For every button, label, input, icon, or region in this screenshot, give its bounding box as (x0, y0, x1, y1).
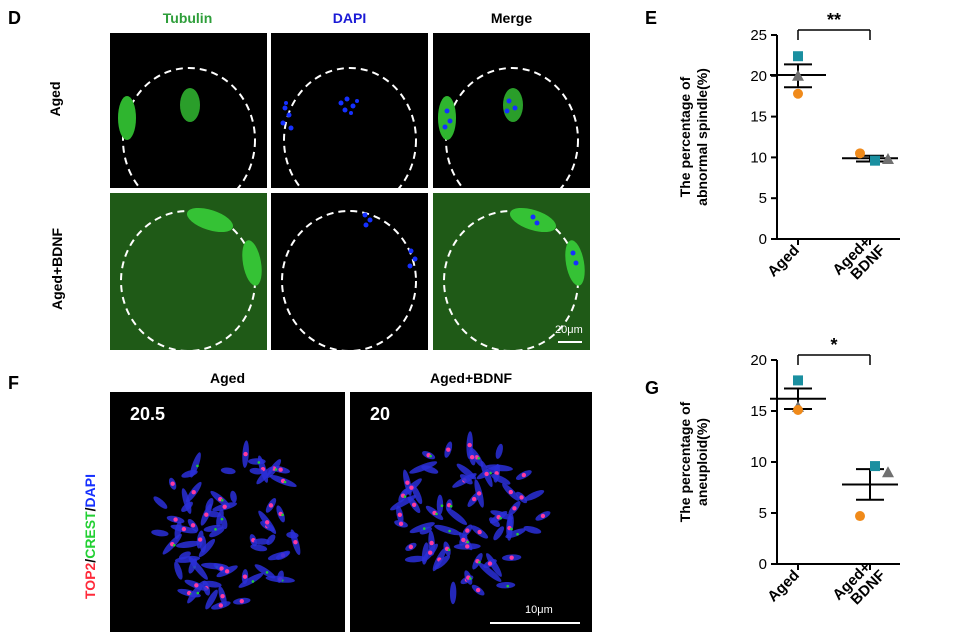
panel-letter-e: E (645, 8, 658, 28)
scalebar-d (558, 341, 582, 343)
svg-text:aneuploid(%): aneuploid(%) (694, 418, 710, 506)
data-point (855, 511, 865, 522)
micrograph-f-aged: 20.5 (110, 392, 345, 632)
scalebar-f (490, 622, 580, 624)
data-point (870, 461, 880, 472)
micrograph-aged-bdnf-merge: 20μm (433, 193, 590, 350)
y-tick-label: 15 (750, 403, 767, 420)
panel-letter-d: D (8, 8, 21, 28)
spindle-shape (180, 88, 200, 122)
micrograph-aged-bdnf-tubulin (110, 193, 267, 350)
column-header-tubulin: Tubulin (162, 10, 213, 26)
micrograph-aged-dapi (271, 33, 428, 188)
y-tick-label: 5 (759, 505, 767, 522)
micrograph-aged-bdnf-dapi (271, 193, 428, 350)
svg-text:abnormal spindle(%): abnormal spindle(%) (694, 68, 710, 206)
micrograph-aged-merge (433, 33, 590, 188)
x-tick-label: Aged (764, 242, 803, 281)
y-axis-label: The percentage of aneuploid(%) (677, 401, 710, 522)
significance-label: ** (827, 10, 841, 30)
column-header-f-aged-bdnf: Aged+BDNF (429, 370, 513, 386)
spindle-shape (118, 96, 136, 140)
y-tick-label: 5 (759, 190, 767, 207)
chromosome-count-aged-bdnf: 20 (370, 404, 391, 424)
chart-e: 0 5 10 15 20 25 Aged Aged+ BDNF The percentage of… (670, 10, 950, 310)
row-header-aged: Aged (47, 81, 63, 117)
column-header-f-aged: Aged (210, 370, 245, 386)
y-tick-label: 25 (750, 27, 767, 44)
chart-g: 0 5 10 15 20 Aged Aged+ BDNF The percentage of an… (670, 335, 950, 635)
x-tick-label: Aged (764, 567, 803, 606)
svg-text:The percentage of: The percentage of (677, 76, 693, 197)
y-tick-label: 20 (750, 352, 767, 369)
data-point (793, 375, 803, 386)
data-point (793, 404, 803, 415)
scalebar-label-d: 20μm (555, 324, 583, 336)
column-header-merge: Merge (490, 10, 533, 26)
stain-label-dapi: DAPI (82, 474, 98, 508)
stain-label-top2: TOP2 (82, 562, 98, 599)
column-header-dapi: DAPI (332, 10, 367, 26)
data-point (793, 88, 803, 99)
scalebar-label-f: 10μm (525, 604, 553, 616)
data-point (882, 153, 894, 165)
stain-label: TOP2/CREST/DAPI (82, 474, 98, 599)
chromosome-count-aged: 20.5 (130, 404, 166, 424)
y-tick-label: 10 (750, 149, 767, 166)
y-tick-label: 0 (759, 556, 767, 573)
data-point (882, 466, 894, 478)
svg-text:Aged: Aged (764, 242, 803, 281)
y-tick-label: 10 (750, 454, 767, 471)
y-tick-label: 20 (750, 68, 767, 85)
row-header-aged-bdnf: Aged+BDNF (49, 227, 65, 311)
significance-label: * (830, 335, 837, 355)
data-point (855, 148, 865, 159)
y-tick-label: 15 (750, 109, 767, 126)
panel-letter-f: F (8, 373, 19, 393)
data-point (870, 155, 880, 166)
data-point (793, 51, 803, 62)
stain-label-crest: CREST (82, 511, 98, 559)
data-point (792, 69, 804, 81)
svg-text:Aged: Aged (764, 567, 803, 606)
micrograph-aged-tubulin (110, 33, 267, 188)
y-tick-label: 0 (759, 231, 767, 248)
svg-text:The percentage of: The percentage of (677, 401, 693, 522)
panel-letter-g: G (645, 378, 660, 398)
y-axis-label: The percentage of abnormal spindle(%) (677, 68, 710, 206)
micrograph-f-aged-bdnf: 20 10μm (350, 392, 592, 632)
